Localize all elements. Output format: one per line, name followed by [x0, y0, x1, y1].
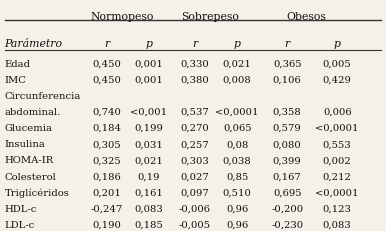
Text: 0,358: 0,358	[273, 108, 301, 117]
Text: 0,429: 0,429	[323, 76, 352, 85]
Text: 0,031: 0,031	[134, 140, 163, 149]
Text: 0,065: 0,065	[223, 124, 252, 133]
Text: 0,303: 0,303	[181, 156, 209, 165]
Text: Normopeso: Normopeso	[90, 12, 154, 22]
Text: r: r	[192, 39, 198, 49]
Text: Triglícéridos: Triglícéridos	[5, 188, 69, 197]
Text: Sobrepeso: Sobrepeso	[181, 12, 239, 22]
Text: 0,161: 0,161	[134, 188, 163, 197]
Text: 0,190: 0,190	[92, 220, 121, 229]
Text: 0,184: 0,184	[92, 124, 121, 133]
Text: HOMA-IR: HOMA-IR	[5, 156, 54, 165]
Text: LDL-c: LDL-c	[5, 220, 35, 229]
Text: 0,083: 0,083	[134, 204, 163, 213]
Text: <0,001: <0,001	[130, 108, 168, 117]
Text: 0,005: 0,005	[323, 59, 352, 68]
Text: 0,123: 0,123	[323, 204, 352, 213]
Text: 0,96: 0,96	[226, 220, 248, 229]
Text: r: r	[104, 39, 109, 49]
Text: 0,740: 0,740	[92, 108, 121, 117]
Text: 0,553: 0,553	[323, 140, 352, 149]
Text: <0,0001: <0,0001	[215, 108, 259, 117]
Text: -0,247: -0,247	[90, 204, 123, 213]
Text: 0,027: 0,027	[181, 172, 209, 181]
Text: 0,330: 0,330	[181, 59, 209, 68]
Text: 0,96: 0,96	[226, 204, 248, 213]
Text: 0,08: 0,08	[226, 140, 249, 149]
Text: 0,579: 0,579	[273, 124, 301, 133]
Text: 0,537: 0,537	[181, 108, 209, 117]
Text: -0,230: -0,230	[271, 220, 303, 229]
Text: Circunferencia: Circunferencia	[5, 91, 81, 100]
Text: r: r	[284, 39, 290, 49]
Text: 0,212: 0,212	[323, 172, 352, 181]
Text: 0,199: 0,199	[134, 124, 163, 133]
Text: -0,006: -0,006	[179, 204, 211, 213]
Text: <0,0001: <0,0001	[315, 188, 359, 197]
Text: 0,021: 0,021	[134, 156, 163, 165]
Text: Glucemia: Glucemia	[5, 124, 52, 133]
Text: 0,201: 0,201	[92, 188, 121, 197]
Text: 0,106: 0,106	[273, 76, 301, 85]
Text: 0,257: 0,257	[181, 140, 209, 149]
Text: 0,186: 0,186	[92, 172, 121, 181]
Text: 0,002: 0,002	[323, 156, 352, 165]
Text: -0,200: -0,200	[271, 204, 303, 213]
Text: 0,167: 0,167	[273, 172, 301, 181]
Text: -0,005: -0,005	[179, 220, 211, 229]
Text: 0,021: 0,021	[223, 59, 252, 68]
Text: 0,008: 0,008	[223, 76, 252, 85]
Text: Parámetro: Parámetro	[5, 39, 63, 49]
Text: 0,450: 0,450	[92, 76, 121, 85]
Text: 0,097: 0,097	[181, 188, 209, 197]
Text: abdominal.: abdominal.	[5, 108, 61, 117]
Text: Obesos: Obesos	[286, 12, 327, 22]
Text: 0,001: 0,001	[134, 76, 163, 85]
Text: p: p	[234, 39, 241, 49]
Text: HDL-c: HDL-c	[5, 204, 37, 213]
Text: p: p	[334, 39, 341, 49]
Text: 0,380: 0,380	[181, 76, 209, 85]
Text: 0,038: 0,038	[223, 156, 252, 165]
Text: 0,270: 0,270	[181, 124, 209, 133]
Text: 0,365: 0,365	[273, 59, 301, 68]
Text: 0,185: 0,185	[134, 220, 163, 229]
Text: Edad: Edad	[5, 59, 30, 68]
Text: 0,083: 0,083	[323, 220, 352, 229]
Text: 0,080: 0,080	[273, 140, 301, 149]
Text: 0,399: 0,399	[273, 156, 301, 165]
Text: 0,305: 0,305	[92, 140, 121, 149]
Text: 0,85: 0,85	[226, 172, 249, 181]
Text: p: p	[145, 39, 152, 49]
Text: <0,0001: <0,0001	[315, 124, 359, 133]
Text: Insulina: Insulina	[5, 140, 46, 149]
Text: 0,001: 0,001	[134, 59, 163, 68]
Text: IMC: IMC	[5, 76, 26, 85]
Text: 0,450: 0,450	[92, 59, 121, 68]
Text: 0,695: 0,695	[273, 188, 301, 197]
Text: 0,19: 0,19	[137, 172, 160, 181]
Text: 0,510: 0,510	[223, 188, 252, 197]
Text: Colesterol: Colesterol	[5, 172, 56, 181]
Text: 0,006: 0,006	[323, 108, 352, 117]
Text: 0,325: 0,325	[92, 156, 121, 165]
